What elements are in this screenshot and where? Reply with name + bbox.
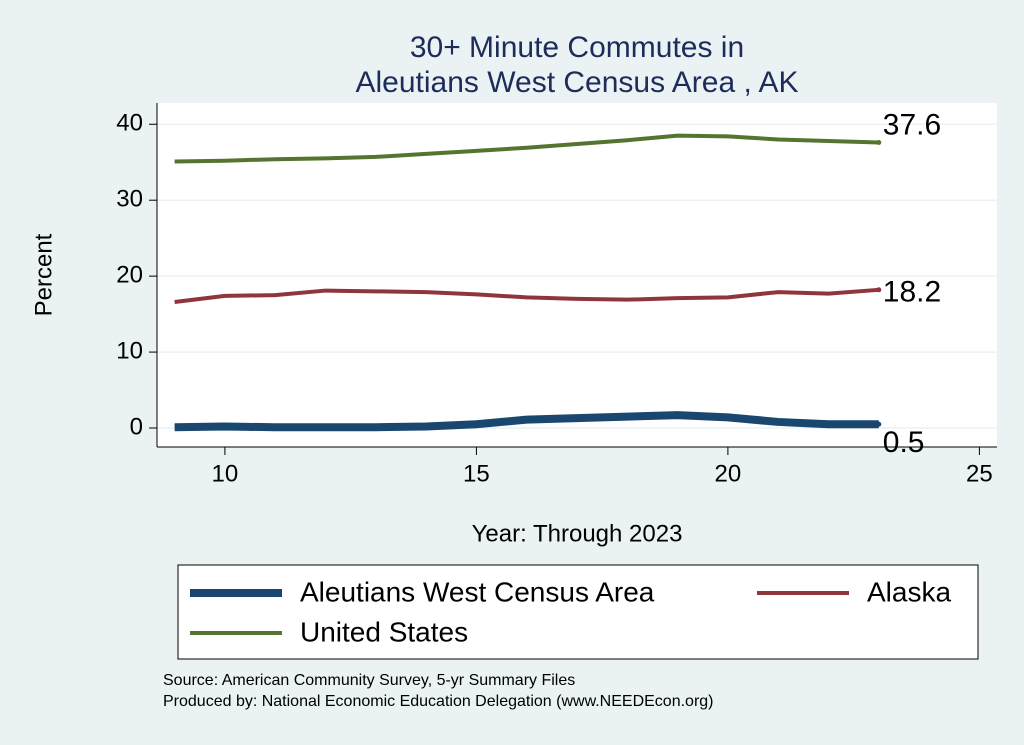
- end-point: [876, 287, 882, 293]
- series-line: [174, 287, 879, 304]
- x-tick-label: 25: [966, 460, 993, 487]
- y-tick-label: 20: [116, 261, 143, 288]
- y-tick-label: 30: [116, 186, 143, 213]
- source-note: Produced by: National Economic Education…: [163, 693, 714, 710]
- chart-title: Aleutians West Census Area , AK: [355, 66, 798, 99]
- x-tick-label: 15: [463, 460, 490, 487]
- x-tick-label: 10: [212, 460, 239, 487]
- end-point: [876, 421, 882, 427]
- y-tick-label: 40: [116, 110, 143, 137]
- end-label: 18.2: [883, 276, 941, 309]
- end-point: [876, 139, 882, 145]
- x-axis-label: Year: Through 2023: [472, 520, 683, 547]
- end-label: 37.6: [883, 108, 941, 141]
- series-line: [174, 411, 879, 432]
- legend: [177, 564, 979, 660]
- chart-title: 30+ Minute Commutes in: [410, 31, 744, 64]
- legend-label: Alaska: [867, 576, 951, 607]
- end-label: 0.5: [883, 426, 925, 459]
- source-note: Source: American Community Survey, 5-yr …: [163, 672, 575, 689]
- y-axis-label: Percent: [30, 233, 57, 316]
- y-tick-label: 10: [116, 337, 143, 364]
- y-tick-label: 0: [130, 413, 143, 440]
- series-line: [174, 133, 879, 164]
- x-tick-label: 20: [715, 460, 742, 487]
- legend-label: United States: [300, 616, 468, 647]
- legend-label: Aleutians West Census Area: [300, 576, 655, 607]
- plot-area: [157, 103, 997, 447]
